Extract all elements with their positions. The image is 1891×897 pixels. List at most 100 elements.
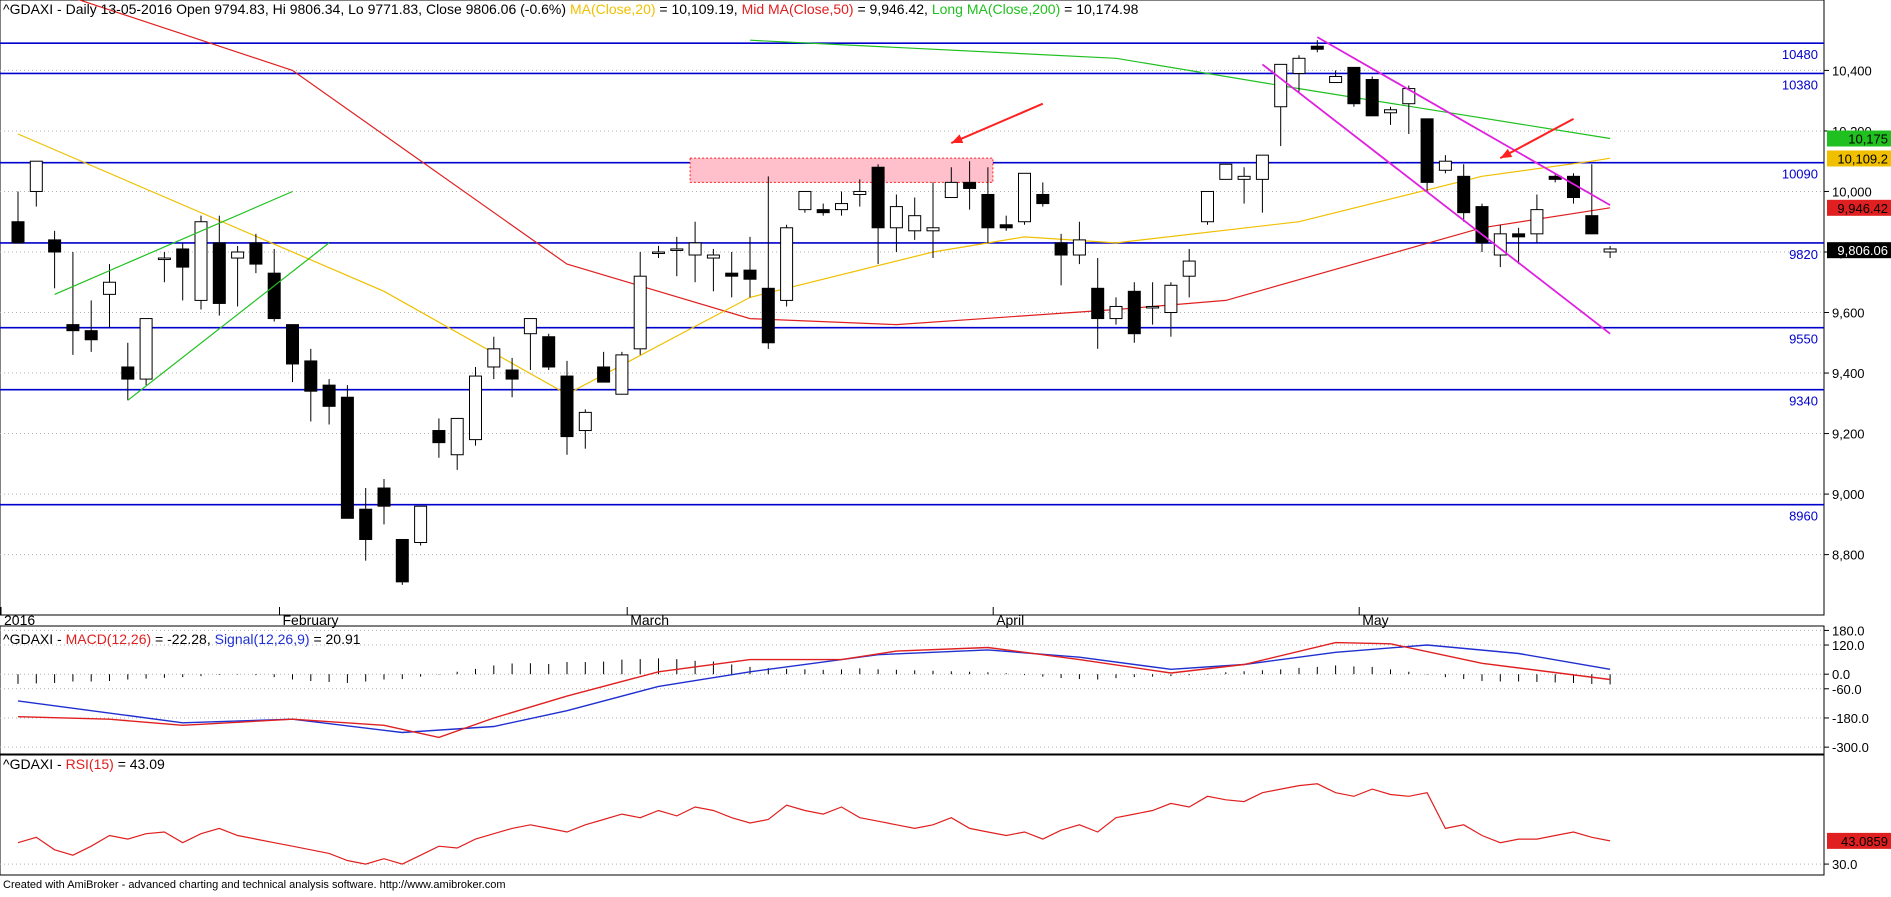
candle-body — [249, 242, 263, 265]
ma200-value: = 10,174.98 — [1060, 1, 1138, 17]
signal-line — [17, 644, 1611, 734]
candle-body — [139, 318, 153, 380]
candle-body — [597, 366, 611, 383]
candle-body — [176, 248, 190, 268]
candle-body — [798, 190, 812, 211]
candle-body — [48, 239, 62, 253]
candle-body — [1182, 260, 1196, 277]
candle-body — [1237, 175, 1251, 180]
channel-upper-line — [1316, 36, 1611, 206]
candle-body — [450, 417, 464, 456]
candle-body — [1054, 242, 1068, 256]
candle-body — [1127, 290, 1141, 335]
ma200-line — [749, 39, 1611, 140]
ma50-value: = 9,946.42, — [854, 1, 932, 17]
rsi-ytick-label: 30.0 — [1832, 857, 1857, 872]
macd-ytick-label: 120.0 — [1832, 638, 1865, 653]
candle-body — [853, 190, 867, 195]
macd-value: = -22.28, — [151, 631, 214, 647]
candle-body — [1091, 287, 1105, 320]
rsi-badge-text: 43.0859 — [1841, 834, 1888, 849]
price-pane[interactable]: 10480 10380 10090 9820 9550 9340 8960 10,400 10… — [0, 0, 1891, 628]
rsi-value: = 43.09 — [114, 756, 165, 772]
macd-ytick-label: -300.0 — [1832, 740, 1869, 755]
candle-body — [999, 224, 1013, 229]
month-label: May — [1362, 612, 1388, 628]
candle-body — [1384, 109, 1397, 114]
candle-body — [340, 396, 354, 519]
rsi-line — [17, 783, 1611, 865]
candle-body — [29, 160, 43, 192]
candle-body — [889, 206, 903, 229]
candle-body — [1512, 233, 1526, 238]
month-label: 2016 — [4, 612, 35, 628]
price-ytick-label: 9,600 — [1832, 306, 1865, 321]
candle-body — [395, 538, 409, 583]
candle-body — [578, 411, 592, 432]
candle-body — [652, 251, 665, 254]
level-label: 9820 — [1789, 247, 1818, 262]
macd-ytick-label: -60.0 — [1832, 682, 1862, 697]
channel-lower-line — [1261, 63, 1611, 335]
macd-ytick-label: -180.0 — [1832, 711, 1869, 726]
candle-body — [542, 336, 556, 368]
candle-body — [1292, 57, 1306, 74]
candle-body — [1072, 239, 1086, 256]
candle-body — [523, 318, 537, 335]
candle-body — [11, 221, 25, 244]
candle-body — [121, 366, 135, 380]
footer-credit: Created with AmiBroker - advanced charti… — [3, 879, 506, 891]
candle-body — [157, 257, 171, 261]
macd-symbol: ^GDAXI - — [3, 631, 66, 647]
candle-body — [1438, 160, 1452, 171]
price-ytick-label: 10,400 — [1832, 63, 1872, 78]
candle-body — [103, 281, 116, 295]
candle-body — [871, 166, 885, 229]
candle-body — [835, 203, 848, 211]
ma50-label: Mid MA(Close,50) — [742, 1, 854, 17]
rsi-badge-bg — [1827, 832, 1891, 849]
triangle-lower-line — [127, 242, 330, 401]
candle-body — [926, 227, 940, 232]
candle-body — [816, 209, 830, 214]
candle-body — [377, 487, 391, 507]
candle-body — [304, 360, 318, 392]
candle-body — [1365, 78, 1379, 117]
candle-body — [1109, 305, 1123, 320]
month-label: April — [996, 612, 1024, 628]
candle-body — [1530, 209, 1544, 235]
candle-body — [212, 242, 226, 304]
candle-body — [1219, 163, 1233, 180]
candle-body — [743, 269, 757, 280]
candle-body — [981, 193, 995, 229]
candle-body — [432, 430, 446, 444]
rsi-pane[interactable]: 30.0 43.0859 ^GDAXI - RSI(15) = 43.09 — [0, 754, 1891, 876]
month-label: February — [283, 612, 339, 628]
rsi-pane-frame — [0, 754, 1825, 876]
candle-body — [1475, 206, 1489, 244]
candle-body — [1310, 45, 1324, 50]
price-badge-text: 10,109.2 — [1837, 151, 1888, 166]
red-arrow-shaft — [950, 102, 1044, 144]
candle-body — [469, 375, 482, 441]
macd-label: MACD(12,26) — [66, 631, 152, 647]
candle-body — [761, 287, 775, 344]
level-label: 9550 — [1789, 332, 1818, 347]
candle-body — [487, 348, 501, 368]
candle-body — [1164, 284, 1178, 314]
candle-body — [84, 330, 98, 341]
price-ytick-label: 9,000 — [1832, 487, 1865, 502]
level-label: 10380 — [1782, 77, 1818, 92]
candle-body — [1255, 154, 1269, 180]
header-symbol: ^GDAXI — [3, 1, 53, 17]
candle-body — [267, 272, 281, 320]
ma200-label: Long MA(Close,200) — [932, 1, 1060, 17]
macd-line — [17, 641, 1611, 739]
candle-body — [908, 215, 922, 232]
macd-header: ^GDAXI - MACD(12,26) = -22.28, Signal(12… — [3, 631, 361, 647]
candle-body — [1018, 172, 1031, 223]
rsi-label: RSI(15) — [66, 756, 114, 772]
rsi-symbol: ^GDAXI - — [3, 756, 66, 772]
